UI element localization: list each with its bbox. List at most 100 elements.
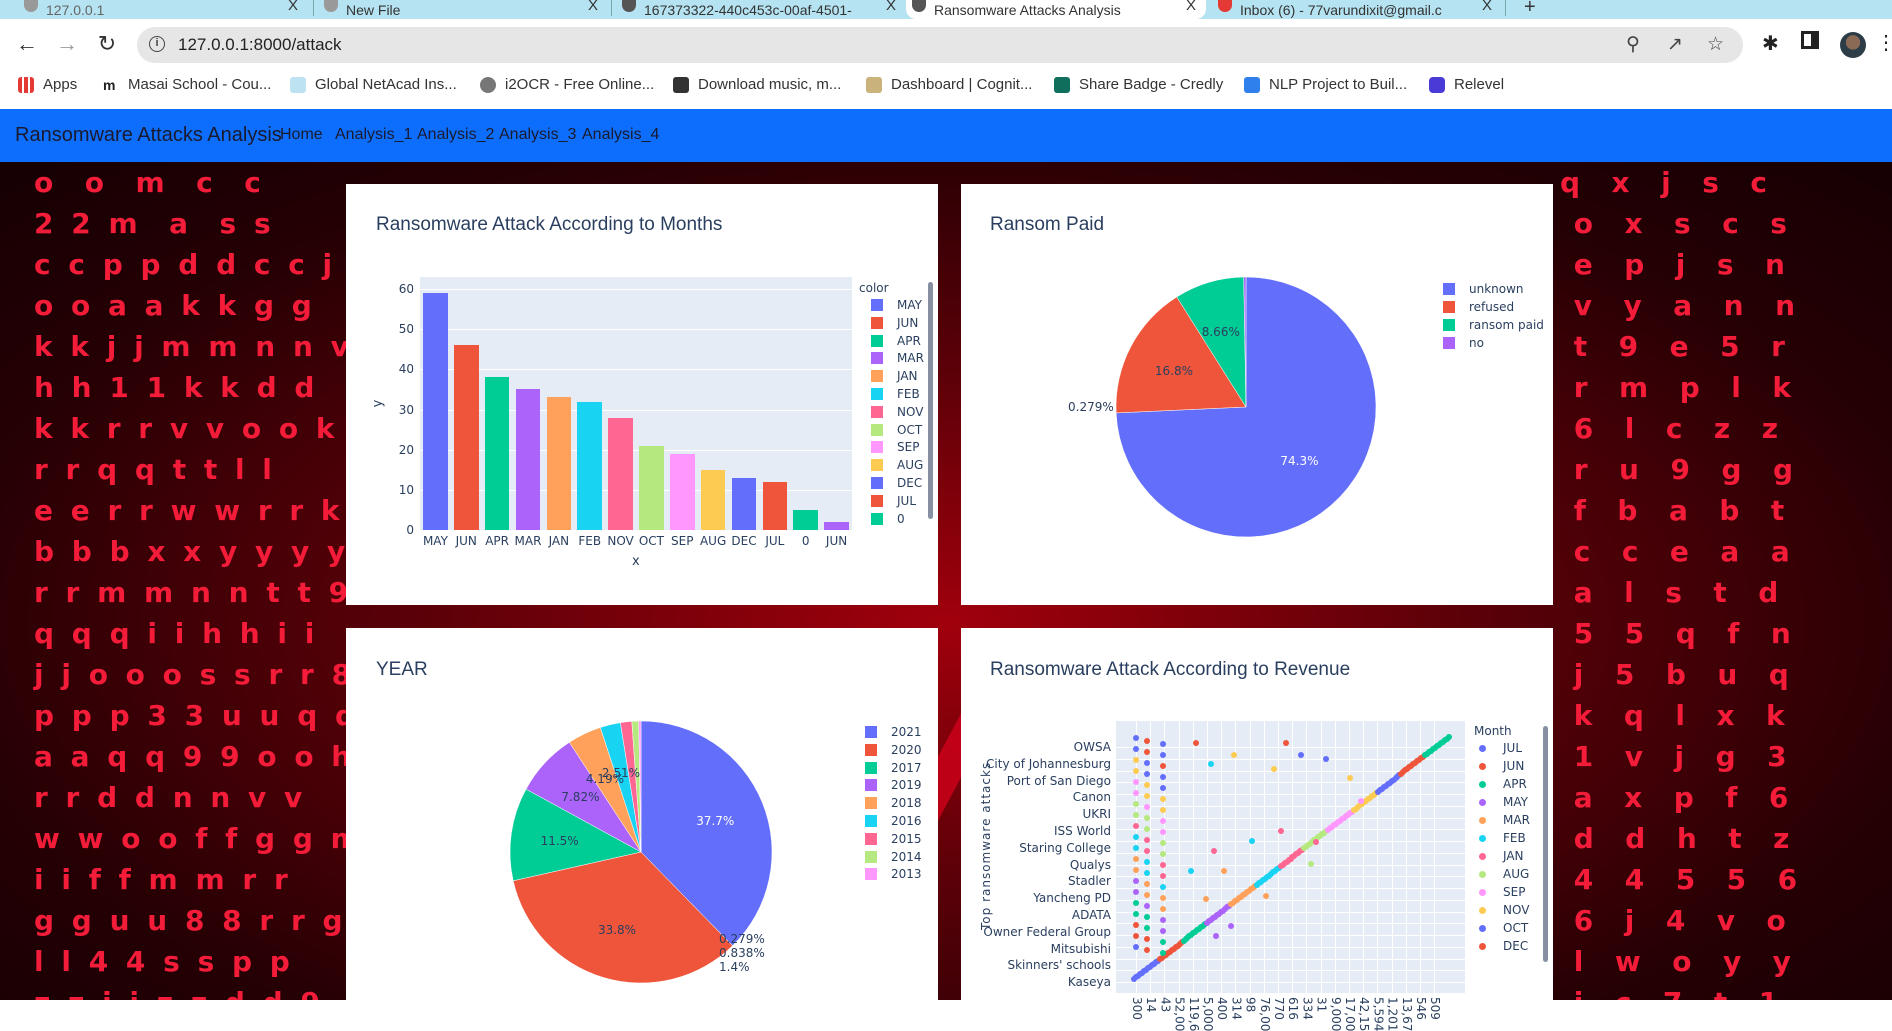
- bar-dec[interactable]: [731, 477, 757, 530]
- scatter-point[interactable]: [1144, 936, 1150, 942]
- forward-arrow-icon[interactable]: →: [56, 31, 78, 56]
- scatter-point[interactable]: [1144, 771, 1150, 777]
- navbar-brand[interactable]: Ransomware Attacks Analysis: [15, 124, 282, 146]
- legend-item[interactable]: 2016: [865, 814, 922, 828]
- scatter-point[interactable]: [1283, 740, 1289, 746]
- scatter-point[interactable]: [1213, 933, 1219, 939]
- scatter-point[interactable]: [1133, 911, 1139, 917]
- scatter-point[interactable]: [1133, 823, 1139, 829]
- pie-slice-2020[interactable]: [512, 851, 733, 983]
- legend-item[interactable]: DEC: [871, 476, 922, 490]
- scatter-point[interactable]: [1144, 804, 1150, 810]
- legend-item[interactable]: unknown: [1443, 282, 1524, 296]
- legend-item[interactable]: JUN: [871, 316, 918, 330]
- bar-apr[interactable]: [484, 377, 510, 530]
- scatter-point[interactable]: [1203, 896, 1209, 902]
- scatter-point[interactable]: [1133, 768, 1139, 774]
- legend-item[interactable]: JAN: [871, 369, 918, 383]
- browser-tab[interactable]: Inbox (6) - 77varundixit@gmail.c X: [1212, 0, 1502, 19]
- close-tab-icon[interactable]: X: [1481, 0, 1492, 14]
- menu-kebab-icon[interactable]: ⋮: [1876, 32, 1892, 54]
- scatter-point[interactable]: [1278, 828, 1284, 834]
- scatter-point[interactable]: [1160, 829, 1166, 835]
- scatter-point[interactable]: [1313, 839, 1319, 845]
- scatter-point[interactable]: [1221, 868, 1227, 874]
- scatter-point[interactable]: [1144, 793, 1150, 799]
- scatter-point[interactable]: [1228, 923, 1234, 929]
- pie-slice-2017[interactable]: [510, 788, 642, 882]
- legend-item[interactable]: JUN: [1476, 759, 1524, 773]
- legend-item[interactable]: MAR: [1476, 813, 1530, 827]
- bar-aug[interactable]: [700, 469, 726, 530]
- scatter-point[interactable]: [1347, 775, 1353, 781]
- bookmark-relevel[interactable]: Relevel: [1429, 76, 1504, 93]
- legend-item[interactable]: NOV: [871, 405, 923, 419]
- scatter-point[interactable]: [1160, 763, 1166, 769]
- scatter-point[interactable]: [1133, 922, 1139, 928]
- legend-item[interactable]: 2019: [865, 778, 922, 792]
- zoom-out-icon[interactable]: ⚲: [1626, 34, 1640, 55]
- bookmark-apps[interactable]: Apps: [18, 76, 77, 93]
- reload-icon[interactable]: ↻: [97, 31, 117, 56]
- legend-item[interactable]: 2017: [865, 761, 922, 775]
- bar-mar[interactable]: [515, 389, 541, 530]
- legend-item[interactable]: JAN: [1476, 849, 1524, 863]
- browser-tab[interactable]: 127.0.0.1 X: [18, 0, 308, 19]
- legend-item[interactable]: AUG: [871, 458, 923, 472]
- scatter-point[interactable]: [1271, 766, 1277, 772]
- scatter-point[interactable]: [1160, 807, 1166, 813]
- scatter-point[interactable]: [1160, 906, 1166, 912]
- close-tab-icon[interactable]: X: [1185, 0, 1196, 14]
- back-arrow-icon[interactable]: ←: [16, 31, 38, 56]
- bar-sep[interactable]: [669, 453, 695, 530]
- bar-0[interactable]: [793, 509, 819, 530]
- scatter-point[interactable]: [1133, 735, 1139, 741]
- legend-item[interactable]: OCT: [1476, 921, 1528, 935]
- legend-item[interactable]: AUG: [1476, 867, 1529, 881]
- scatter-point[interactable]: [1133, 933, 1139, 939]
- scatter-plot-area[interactable]: [1116, 721, 1465, 1019]
- scatter-point[interactable]: [1133, 812, 1139, 818]
- bar-nov[interactable]: [608, 417, 633, 530]
- scatter-point[interactable]: [1133, 867, 1139, 873]
- scatter-point[interactable]: [1144, 815, 1150, 821]
- nav-link-analysis-4[interactable]: Analysis_4: [582, 126, 660, 143]
- pie-slice-refused[interactable]: [1116, 296, 1247, 414]
- legend-item[interactable]: JUL: [1476, 741, 1522, 755]
- browser-tab[interactable]: New File X: [318, 0, 608, 19]
- scatter-point[interactable]: [1144, 859, 1150, 865]
- scatter-point[interactable]: [1160, 741, 1166, 747]
- scatter-point[interactable]: [1160, 939, 1166, 945]
- scatter-point[interactable]: [1133, 790, 1139, 796]
- scatter-point[interactable]: [1144, 881, 1150, 887]
- scatter-point[interactable]: [1133, 779, 1139, 785]
- legend-scrollbar[interactable]: [1543, 726, 1548, 962]
- close-tab-icon[interactable]: X: [587, 0, 598, 14]
- scatter-point[interactable]: [1263, 893, 1269, 899]
- scatter-point[interactable]: [1160, 796, 1166, 802]
- scatter-point[interactable]: [1208, 761, 1214, 767]
- pie-slice-no[interactable]: [1243, 277, 1247, 408]
- scatter-point[interactable]: [1193, 740, 1199, 746]
- legend-item[interactable]: APR: [1476, 777, 1527, 791]
- close-tab-icon[interactable]: X: [885, 0, 896, 14]
- browser-tab[interactable]: 167373322-440c453c-00af-4501- X: [616, 0, 906, 19]
- scatter-point[interactable]: [1144, 738, 1150, 744]
- close-tab-icon[interactable]: X: [287, 0, 298, 14]
- ransom-pie-chart[interactable]: [1116, 277, 1376, 537]
- bar-jun[interactable]: [453, 345, 479, 530]
- scatter-point[interactable]: [1144, 826, 1150, 832]
- bar-plot-area[interactable]: [420, 277, 852, 530]
- legend-item[interactable]: NOV: [1476, 903, 1529, 917]
- bar-feb[interactable]: [577, 401, 603, 530]
- scatter-point[interactable]: [1144, 870, 1150, 876]
- scatter-point[interactable]: [1133, 878, 1139, 884]
- legend-item[interactable]: 2013: [865, 867, 922, 881]
- scatter-point[interactable]: [1160, 851, 1166, 857]
- nav-link-analysis-1[interactable]: Analysis_1: [335, 126, 413, 143]
- scatter-point[interactable]: [1160, 873, 1166, 879]
- legend-item[interactable]: ransom paid: [1443, 318, 1544, 332]
- nav-link-analysis-2[interactable]: Analysis_2: [417, 126, 495, 143]
- scatter-point[interactable]: [1133, 845, 1139, 851]
- scatter-point[interactable]: [1160, 884, 1166, 890]
